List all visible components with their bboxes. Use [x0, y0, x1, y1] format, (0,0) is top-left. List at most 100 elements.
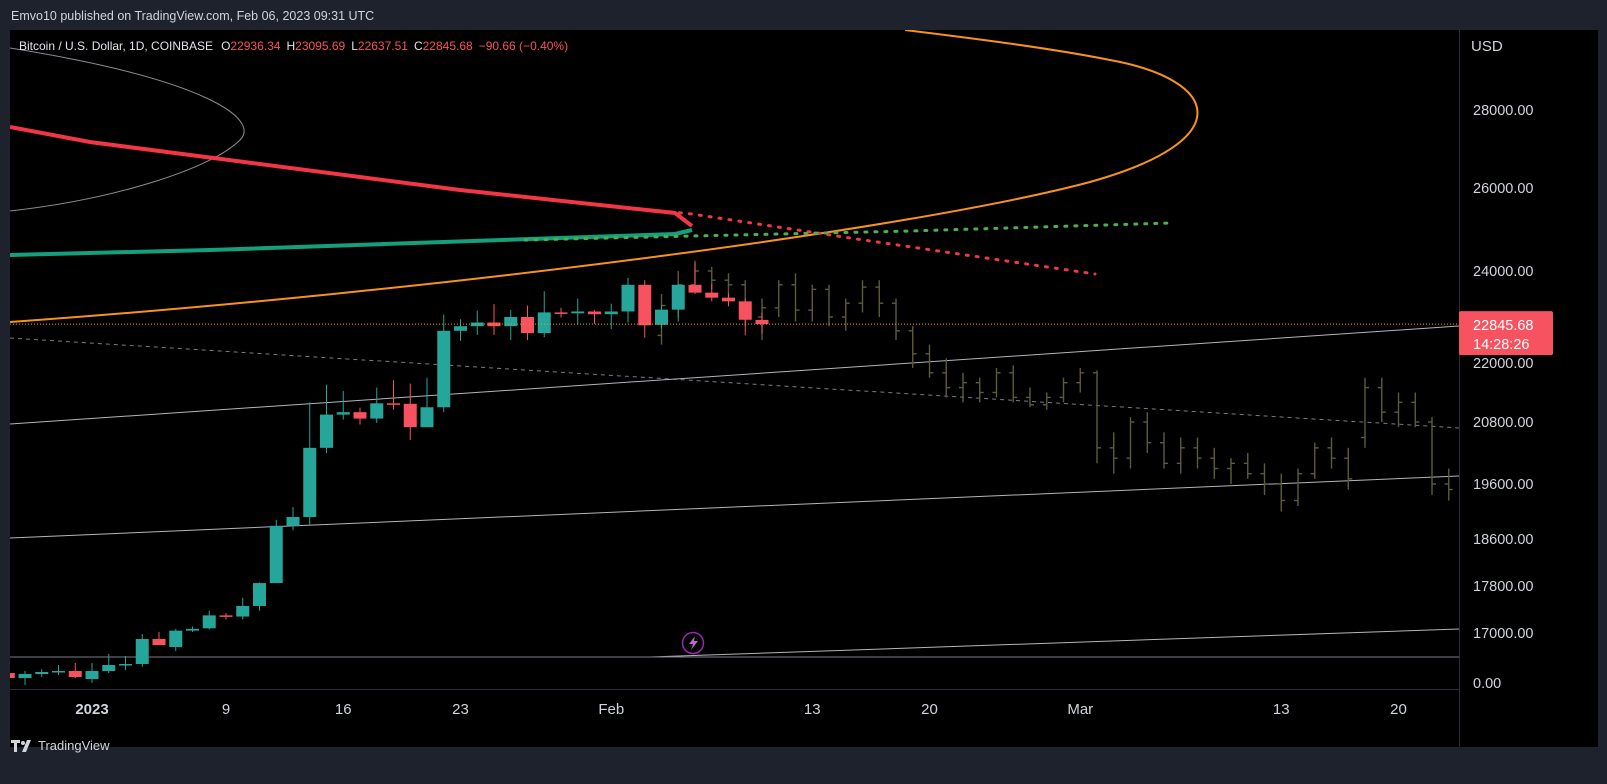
candle-body[interactable]: [102, 665, 116, 671]
candle[interactable]: [571, 298, 585, 324]
channel-line-upper[interactable]: [10, 325, 1459, 425]
candle-body[interactable]: [10, 673, 15, 678]
candle[interactable]: [504, 310, 518, 340]
candle[interactable]: [135, 634, 149, 667]
candle-body[interactable]: [537, 312, 551, 334]
candle-body[interactable]: [370, 403, 384, 419]
candle[interactable]: [269, 519, 283, 584]
channel-line-middle[interactable]: [10, 475, 1459, 539]
candle-body[interactable]: [671, 284, 685, 310]
candle[interactable]: [454, 319, 467, 341]
candle-body[interactable]: [85, 671, 99, 679]
candle[interactable]: [236, 597, 250, 620]
candle-body[interactable]: [554, 312, 568, 314]
candle-body[interactable]: [504, 317, 518, 327]
candle-body[interactable]: [169, 630, 183, 647]
candle-body[interactable]: [705, 292, 719, 298]
candle-body[interactable]: [738, 301, 752, 320]
candle[interactable]: [85, 663, 99, 683]
candle[interactable]: [353, 407, 367, 425]
orange-ellipse-arc[interactable]: [10, 30, 1199, 323]
candle[interactable]: [403, 383, 417, 441]
candle-body[interactable]: [320, 414, 333, 448]
candle-body[interactable]: [688, 284, 702, 293]
candle-body[interactable]: [119, 664, 132, 666]
candle[interactable]: [604, 303, 618, 329]
candle[interactable]: [638, 280, 652, 338]
candle[interactable]: [102, 654, 116, 673]
red-descending-line[interactable]: [10, 125, 694, 228]
candle[interactable]: [68, 663, 82, 678]
candle-body[interactable]: [186, 628, 199, 631]
candle-body[interactable]: [269, 525, 283, 584]
candle[interactable]: [722, 293, 735, 307]
candle[interactable]: [621, 277, 635, 323]
candle[interactable]: [671, 283, 685, 322]
candle[interactable]: [253, 582, 266, 611]
candle[interactable]: [119, 656, 132, 670]
dashed-trendline[interactable]: [10, 337, 1459, 429]
candle-body[interactable]: [152, 639, 166, 645]
candle[interactable]: [370, 387, 384, 424]
candle-body[interactable]: [236, 605, 250, 617]
candle[interactable]: [470, 310, 484, 335]
candle-body[interactable]: [219, 615, 233, 617]
candle-body[interactable]: [353, 412, 367, 419]
candle[interactable]: [202, 610, 216, 630]
candle[interactable]: [35, 669, 49, 677]
event-marker[interactable]: [681, 631, 705, 655]
candle[interactable]: [52, 665, 65, 675]
candle[interactable]: [219, 613, 233, 620]
candle-body[interactable]: [521, 317, 534, 334]
candle[interactable]: [588, 310, 601, 324]
candle[interactable]: [186, 626, 199, 632]
chart-area[interactable]: USD 28000.00 26000.00 24000.00 22000.00 20800…: [10, 30, 1598, 747]
candle[interactable]: [420, 377, 434, 428]
candle-body[interactable]: [571, 311, 585, 314]
candle[interactable]: [18, 671, 32, 685]
chart-svg[interactable]: USD 28000.00 26000.00 24000.00 22000.00 20800…: [10, 30, 1598, 747]
grey-ellipse-arc[interactable]: [10, 47, 245, 212]
candle-body[interactable]: [35, 672, 49, 674]
candle-body[interactable]: [487, 322, 501, 327]
candle[interactable]: [336, 391, 350, 420]
candle[interactable]: [554, 307, 568, 318]
green-ascending-line[interactable]: [10, 228, 693, 257]
candle[interactable]: [152, 631, 166, 645]
last-price-badge[interactable]: 22845.68 14:28:26: [1459, 311, 1553, 356]
candle-body[interactable]: [454, 326, 467, 331]
candle[interactable]: [655, 305, 668, 329]
candle-body[interactable]: [202, 615, 216, 629]
red-dotted-projection[interactable]: [548, 198, 1097, 276]
candle[interactable]: [487, 304, 501, 335]
candle-body[interactable]: [253, 583, 266, 606]
channel-line-lower[interactable]: [649, 628, 1459, 658]
candle-body[interactable]: [470, 322, 484, 327]
candle-body[interactable]: [336, 412, 350, 415]
tradingview-brand[interactable]: TradingView: [11, 738, 110, 753]
candle-body[interactable]: [638, 284, 652, 326]
candle[interactable]: [10, 668, 15, 683]
candle[interactable]: [738, 298, 752, 336]
candle-body[interactable]: [722, 297, 735, 302]
candle[interactable]: [521, 305, 534, 341]
candle[interactable]: [688, 262, 702, 293]
candle-body[interactable]: [403, 403, 417, 428]
candle-body[interactable]: [135, 639, 149, 664]
candle[interactable]: [437, 314, 451, 413]
candle-body[interactable]: [18, 674, 32, 678]
candle-body[interactable]: [420, 407, 434, 428]
candle-body[interactable]: [437, 330, 451, 408]
candle-body[interactable]: [286, 517, 300, 526]
candle[interactable]: [320, 384, 333, 453]
candle-body[interactable]: [68, 671, 82, 677]
candle[interactable]: [286, 507, 300, 531]
candle[interactable]: [387, 380, 400, 410]
candle-body[interactable]: [387, 403, 400, 405]
candle[interactable]: [755, 312, 769, 334]
candle-body[interactable]: [604, 311, 618, 315]
candle[interactable]: [169, 628, 183, 651]
candle-body[interactable]: [52, 671, 65, 673]
candle[interactable]: [537, 291, 551, 338]
candle-body[interactable]: [588, 311, 601, 315]
